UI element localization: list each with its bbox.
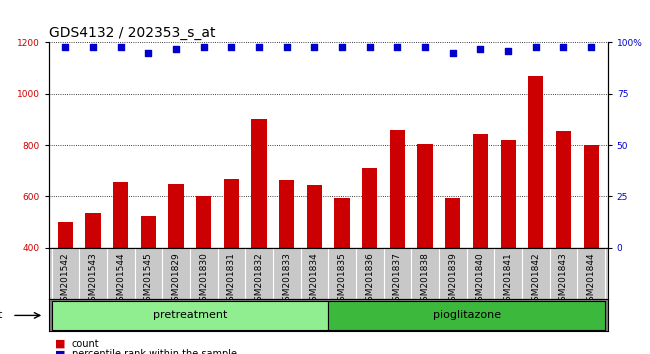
Text: GSM201843: GSM201843: [559, 252, 568, 307]
Point: [475, 46, 486, 51]
Text: ■: ■: [55, 349, 66, 354]
Text: GSM201545: GSM201545: [144, 252, 153, 307]
Text: agent: agent: [0, 310, 3, 320]
Text: GSM201542: GSM201542: [61, 252, 70, 307]
Bar: [168, 184, 184, 248]
Text: GSM201836: GSM201836: [365, 252, 374, 307]
Point: [586, 44, 596, 50]
Text: GDS4132 / 202353_s_at: GDS4132 / 202353_s_at: [49, 26, 215, 40]
Bar: [473, 133, 488, 248]
Point: [337, 44, 347, 50]
Point: [281, 44, 292, 50]
Point: [143, 50, 153, 56]
Text: GSM201543: GSM201543: [88, 252, 98, 307]
Text: GSM201842: GSM201842: [531, 252, 540, 307]
Bar: [335, 198, 350, 248]
Text: GSM201834: GSM201834: [310, 252, 319, 307]
Bar: [362, 168, 378, 248]
Text: GSM201829: GSM201829: [172, 252, 181, 307]
Bar: [196, 196, 211, 248]
Point: [365, 44, 375, 50]
Bar: [528, 76, 543, 248]
Text: GSM201830: GSM201830: [199, 252, 208, 307]
Text: GSM201835: GSM201835: [337, 252, 346, 307]
Bar: [51, 301, 328, 330]
Bar: [500, 140, 515, 248]
Text: GSM201833: GSM201833: [282, 252, 291, 307]
Point: [60, 44, 71, 50]
Point: [558, 44, 569, 50]
Bar: [252, 119, 266, 248]
Text: GSM201831: GSM201831: [227, 252, 236, 307]
Point: [171, 46, 181, 51]
Bar: [85, 213, 101, 248]
Text: percentile rank within the sample: percentile rank within the sample: [72, 349, 237, 354]
Point: [392, 44, 402, 50]
Text: GSM201838: GSM201838: [421, 252, 430, 307]
Bar: [307, 185, 322, 248]
Point: [116, 44, 126, 50]
Bar: [141, 216, 156, 248]
Point: [448, 50, 458, 56]
Bar: [445, 198, 460, 248]
Bar: [417, 144, 433, 248]
Text: GSM201840: GSM201840: [476, 252, 485, 307]
Bar: [328, 301, 605, 330]
Text: ■: ■: [55, 339, 66, 349]
Text: GSM201844: GSM201844: [587, 252, 595, 307]
Bar: [584, 145, 599, 248]
Point: [88, 44, 98, 50]
Point: [503, 48, 514, 53]
Text: count: count: [72, 339, 99, 349]
Text: GSM201841: GSM201841: [504, 252, 513, 307]
Point: [309, 44, 320, 50]
Bar: [390, 130, 405, 248]
Point: [530, 44, 541, 50]
Bar: [556, 131, 571, 248]
Bar: [279, 180, 294, 248]
Text: GSM201839: GSM201839: [448, 252, 458, 307]
Text: pretreatment: pretreatment: [153, 310, 227, 320]
Bar: [113, 182, 128, 248]
Text: pioglitazone: pioglitazone: [432, 310, 500, 320]
Point: [420, 44, 430, 50]
Point: [198, 44, 209, 50]
Text: GSM201837: GSM201837: [393, 252, 402, 307]
Bar: [58, 222, 73, 248]
Text: GSM201544: GSM201544: [116, 252, 125, 307]
Bar: [224, 178, 239, 248]
Text: GSM201832: GSM201832: [255, 252, 263, 307]
Point: [226, 44, 237, 50]
Point: [254, 44, 265, 50]
